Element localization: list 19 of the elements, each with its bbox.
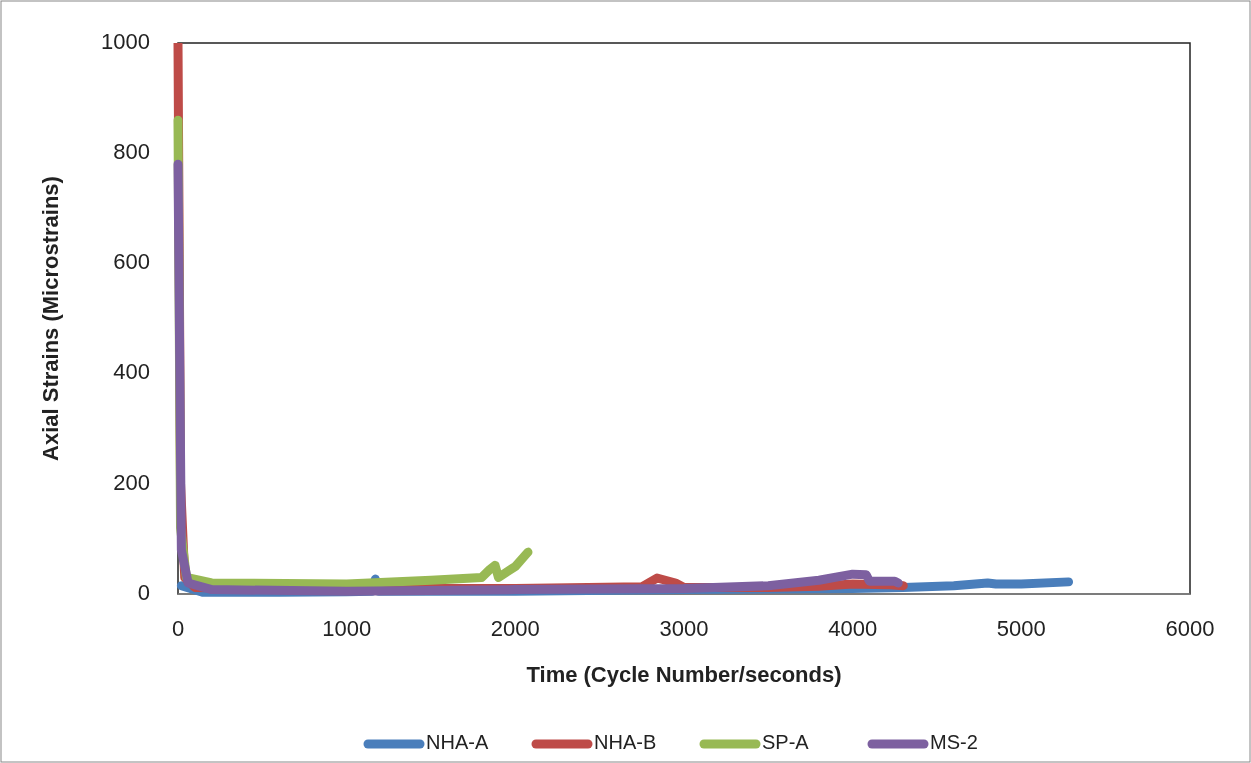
legend-label: MS-2	[930, 731, 978, 754]
y-tick-label: 400	[113, 359, 150, 385]
legend-label: NHA-B	[594, 731, 657, 754]
x-tick-label: 2000	[490, 616, 540, 641]
x-tick-label: 4000	[828, 616, 878, 641]
y-tick-label: 0	[137, 579, 150, 605]
legend-label: SP-A	[762, 731, 810, 754]
x-tick-label: 1000	[322, 616, 372, 641]
y-axis-title: Axial Strains (Microstrains)	[38, 176, 63, 461]
y-tick-label: 1000	[101, 28, 150, 54]
x-tick-label: 3000	[659, 616, 709, 641]
y-tick-label: 800	[113, 139, 150, 165]
x-tick-label: 5000	[996, 616, 1046, 641]
y-tick-label: 200	[113, 469, 150, 495]
x-tick-label: 0	[171, 616, 185, 641]
y-tick-label: 600	[113, 249, 150, 275]
x-axis-title: Time (Cycle Number/seconds)	[526, 662, 842, 687]
legend-label: NHA-A	[426, 731, 489, 754]
x-tick-label: 6000	[1165, 616, 1215, 641]
